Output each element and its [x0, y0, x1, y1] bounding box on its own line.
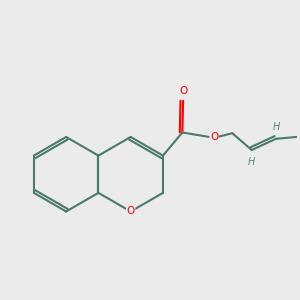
Text: O: O [127, 206, 135, 217]
Text: O: O [179, 86, 187, 96]
Text: O: O [210, 132, 218, 142]
Text: H: H [247, 158, 255, 167]
Text: H: H [273, 122, 280, 132]
